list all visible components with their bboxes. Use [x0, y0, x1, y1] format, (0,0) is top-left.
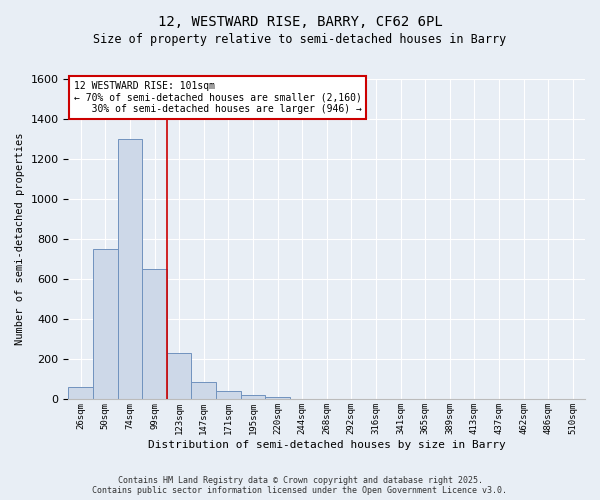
Bar [216, 392, 241, 400]
Bar [68, 388, 93, 400]
Bar [167, 354, 191, 400]
Text: 12, WESTWARD RISE, BARRY, CF62 6PL: 12, WESTWARD RISE, BARRY, CF62 6PL [158, 15, 442, 29]
X-axis label: Distribution of semi-detached houses by size in Barry: Distribution of semi-detached houses by … [148, 440, 506, 450]
Bar [93, 249, 118, 400]
Bar [191, 382, 216, 400]
Bar [265, 398, 290, 400]
Bar [241, 396, 265, 400]
Text: Contains HM Land Registry data © Crown copyright and database right 2025.
Contai: Contains HM Land Registry data © Crown c… [92, 476, 508, 495]
Text: 12 WESTWARD RISE: 101sqm
← 70% of semi-detached houses are smaller (2,160)
   30: 12 WESTWARD RISE: 101sqm ← 70% of semi-d… [74, 80, 361, 114]
Text: Size of property relative to semi-detached houses in Barry: Size of property relative to semi-detach… [94, 32, 506, 46]
Bar [142, 269, 167, 400]
Y-axis label: Number of semi-detached properties: Number of semi-detached properties [15, 133, 25, 346]
Bar [118, 139, 142, 400]
